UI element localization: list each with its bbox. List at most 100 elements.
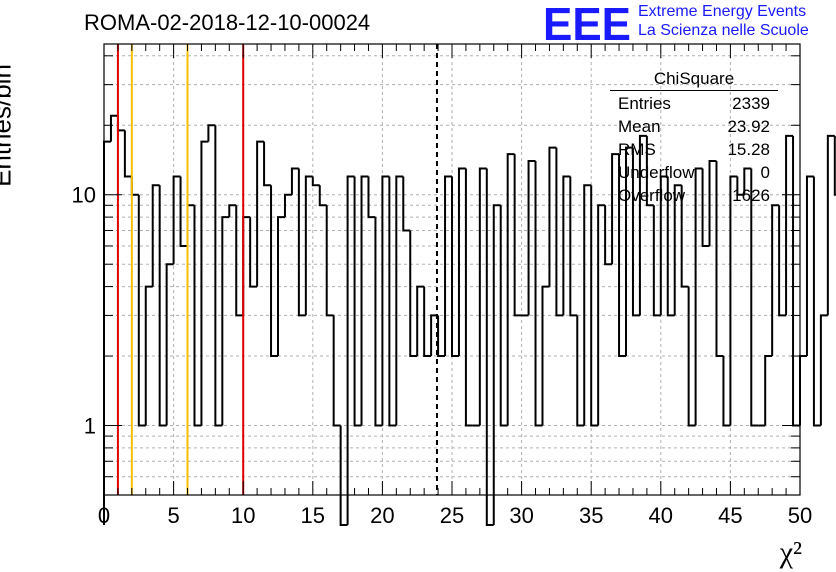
x-axis-label: χ²	[779, 536, 802, 569]
histogram-bin	[144, 285, 153, 426]
histogram-bin	[826, 134, 835, 316]
histogram-bin	[207, 124, 216, 142]
histogram-bin	[785, 134, 794, 316]
histogram-bin	[374, 217, 383, 427]
histogram-bin	[346, 175, 355, 525]
histogram-bin	[444, 175, 452, 357]
y-tick-label: 1	[84, 414, 96, 439]
eee-logo-icon: EEE	[543, 3, 631, 43]
histogram-bin	[625, 146, 633, 357]
histogram-bin	[179, 176, 188, 247]
histogram-bin	[332, 315, 341, 427]
histogram-bin	[283, 193, 292, 218]
tick-labels: 0 5 10 15 20 25 30 35 40 45 50 1 10	[72, 183, 813, 528]
histogram-bin	[451, 176, 459, 358]
histogram-bin	[715, 161, 724, 358]
x-tick-label: 25	[440, 503, 464, 528]
histogram-bin	[388, 176, 397, 427]
histogram-bin	[186, 204, 195, 246]
histogram-bin	[437, 315, 446, 358]
chart-title: ROMA-02-2018-12-10-00024	[84, 10, 371, 35]
histogram-bin	[325, 205, 334, 317]
histogram-bin	[242, 216, 251, 316]
histogram-bin	[165, 263, 174, 426]
histogram-bin	[416, 285, 425, 357]
histogram-bin	[638, 134, 647, 316]
histogram-bin	[116, 115, 125, 132]
histogram-bin	[792, 135, 800, 427]
histogram-bin	[659, 175, 668, 316]
histogram-bin	[423, 286, 432, 358]
histogram-bin	[527, 160, 536, 316]
marker-lines	[116, 44, 438, 495]
stats-header: ChiSquare	[610, 67, 778, 91]
histogram-bin	[402, 176, 411, 232]
histogram-bin	[562, 175, 571, 316]
histogram-bin	[172, 175, 181, 265]
histogram-bin	[750, 168, 759, 427]
x-tick-label: 30	[509, 503, 533, 528]
histogram-bin	[666, 176, 675, 317]
stats-row: Entries 2339	[618, 94, 770, 113]
histogram-bin	[799, 355, 807, 426]
histogram-bin	[339, 425, 348, 526]
histogram-bin	[604, 205, 613, 266]
histogram-bin	[729, 175, 738, 426]
histogram-bin	[722, 356, 731, 427]
histogram-bin	[701, 168, 710, 247]
histogram-bin	[673, 184, 682, 316]
histogram-bin	[304, 175, 313, 316]
histogram-bin	[478, 167, 487, 426]
x-tick-label: 50	[788, 503, 812, 528]
histogram-bin	[485, 168, 494, 526]
histogram-bin	[235, 205, 244, 317]
histogram-bin	[109, 114, 118, 142]
histogram-bin	[409, 230, 418, 358]
histogram-bin	[492, 204, 501, 525]
histogram-bin	[652, 205, 661, 317]
histogram-bin	[353, 176, 362, 427]
histogram-bin	[812, 176, 821, 427]
histogram-bin	[318, 185, 327, 207]
histogram-bars	[103, 114, 836, 526]
histogram-bin	[367, 176, 376, 219]
stats-row: Overflow 1626	[618, 186, 770, 205]
histogram-bin	[381, 175, 390, 426]
histogram-bin	[687, 286, 696, 427]
stats-row: Underflow 0	[618, 163, 770, 182]
histogram-bin	[290, 167, 299, 195]
histogram-bin	[360, 175, 369, 426]
histogram-bin	[151, 184, 160, 287]
histogram-bin	[583, 184, 592, 426]
stats-row: RMS 15.28	[618, 140, 770, 159]
histogram-bin	[228, 204, 237, 218]
histogram-bin	[513, 154, 522, 317]
histogram-bin	[221, 216, 230, 426]
histogram-bin	[534, 161, 543, 427]
histogram-bin	[548, 146, 557, 287]
histogram-bin	[645, 135, 654, 207]
histogram-bin	[743, 167, 752, 195]
histogram-bin	[597, 204, 606, 426]
histogram-bin	[819, 314, 828, 426]
histogram-bin	[256, 140, 265, 287]
histogram-bin	[631, 147, 640, 317]
logo-caption: Extreme Energy Events La Scienza nelle S…	[638, 2, 809, 40]
histogram-bin	[277, 216, 285, 357]
stats-row: Mean 23.92	[618, 117, 770, 136]
histogram-bin	[249, 217, 258, 288]
histogram-bin	[764, 355, 773, 426]
histogram-bin	[590, 185, 599, 427]
histogram-bin	[555, 147, 564, 317]
x-tick-label: 40	[649, 503, 673, 528]
histogram-bin	[123, 130, 132, 178]
histogram-bin	[569, 176, 578, 317]
x-tick-label: 10	[231, 503, 255, 528]
histogram-bin	[833, 135, 836, 196]
histogram-bin	[694, 167, 703, 426]
x-tick-label: 15	[301, 503, 325, 528]
histogram-bin	[618, 154, 626, 358]
histogram-bin	[311, 176, 320, 187]
histogram-bin	[270, 185, 278, 358]
